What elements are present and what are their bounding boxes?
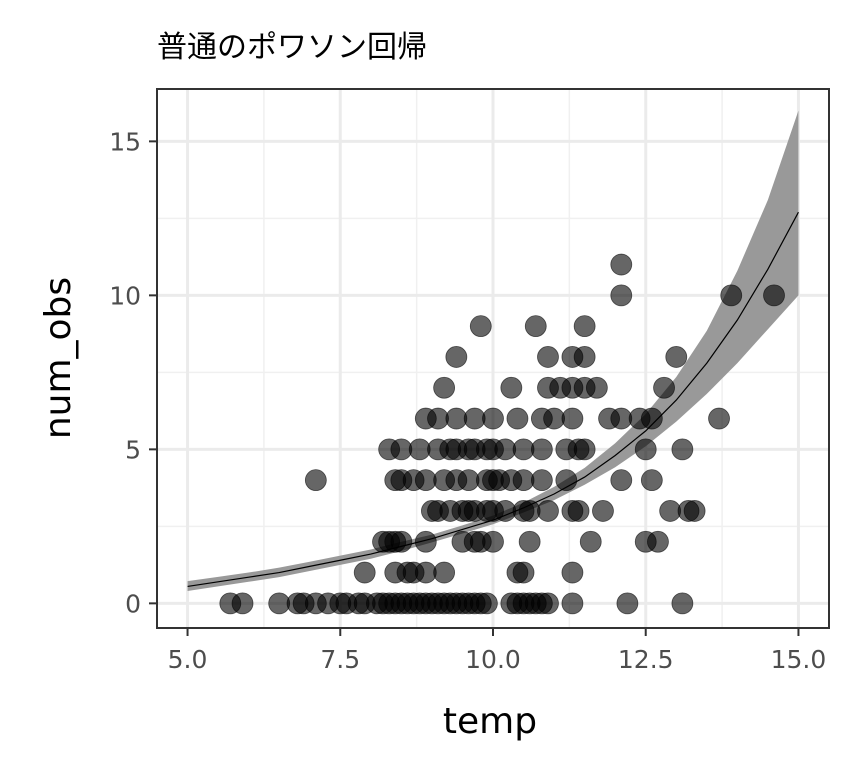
y-tick-label: 5: [125, 435, 141, 464]
x-tick-label: 7.5: [320, 645, 360, 674]
data-point: [634, 438, 657, 461]
data-point: [555, 469, 578, 492]
data-point: [414, 530, 437, 553]
data-point: [537, 346, 559, 368]
data-point: [457, 469, 480, 492]
data-point: [268, 592, 291, 615]
data-point: [671, 438, 694, 461]
data-point: [573, 438, 596, 461]
data-point: [500, 376, 523, 399]
data-point: [561, 592, 584, 615]
data-point: [524, 315, 547, 338]
data-point: [610, 469, 633, 492]
data-point: [518, 500, 541, 522]
data-point: [408, 438, 431, 461]
data-point: [653, 376, 675, 399]
fit-line: [187, 211, 799, 588]
x-axis-title: temp: [443, 701, 537, 742]
data-point: [445, 346, 468, 368]
data-point: [683, 500, 706, 522]
data-point: [592, 500, 614, 522]
data-point: [573, 315, 596, 338]
data-point: [512, 438, 535, 461]
data-point: [475, 592, 498, 615]
data-point: [512, 469, 535, 492]
data-point: [482, 407, 504, 430]
data-point: [469, 315, 492, 338]
data-point: [433, 561, 456, 584]
data-point: [616, 592, 639, 615]
data-point: [494, 438, 517, 461]
data-point: [506, 407, 529, 430]
data-point: [561, 561, 584, 584]
data-point: [427, 407, 449, 430]
data-point: [561, 407, 584, 430]
data-point: [647, 530, 669, 553]
data-point: [610, 407, 633, 430]
x-tick-label: 12.5: [618, 645, 674, 674]
data-point: [463, 407, 486, 430]
data-point: [530, 469, 553, 492]
y-tick-label: 15: [109, 127, 141, 156]
data-point: [567, 500, 590, 522]
data-point: [610, 284, 633, 307]
x-tick-label: 10.0: [465, 645, 521, 674]
data-point: [537, 500, 559, 522]
data-point: [414, 469, 437, 492]
y-axis-ticks: 0 5 10 15: [109, 127, 157, 618]
data-point: [518, 530, 541, 553]
data-point: [543, 407, 565, 430]
data-point: [659, 500, 682, 522]
data-point: [530, 438, 553, 461]
plot-panel: [156, 88, 830, 629]
x-axis-ticks: 5.0 7.5 10.0 12.5 15.0: [168, 628, 827, 674]
data-point: [708, 407, 730, 430]
data-point: [414, 561, 437, 584]
data-point: [640, 469, 663, 492]
data-point: [433, 376, 456, 399]
data-point: [640, 407, 663, 430]
x-tick-label: 15.0: [771, 645, 827, 674]
data-point: [390, 530, 413, 553]
data-point: [610, 253, 633, 276]
chart-title: 普通のポワソン回帰: [157, 30, 427, 65]
data-point: [720, 284, 743, 307]
data-point: [304, 469, 327, 492]
data-point: [579, 530, 602, 553]
data-point: [763, 284, 785, 307]
data-point: [537, 592, 559, 615]
data-point: [445, 407, 468, 430]
y-axis-title: num_obs: [38, 277, 79, 439]
data-point: [671, 592, 694, 615]
data-point: [353, 561, 376, 584]
data-point: [665, 346, 688, 368]
data-point: [390, 438, 413, 461]
data-point: [573, 346, 596, 368]
y-tick-label: 10: [109, 281, 141, 310]
data-point: [585, 376, 608, 399]
data-point: [231, 592, 254, 615]
data-point: [482, 530, 504, 553]
data-point: [512, 561, 535, 584]
x-tick-label: 5.0: [168, 645, 208, 674]
y-tick-label: 0: [125, 589, 141, 618]
